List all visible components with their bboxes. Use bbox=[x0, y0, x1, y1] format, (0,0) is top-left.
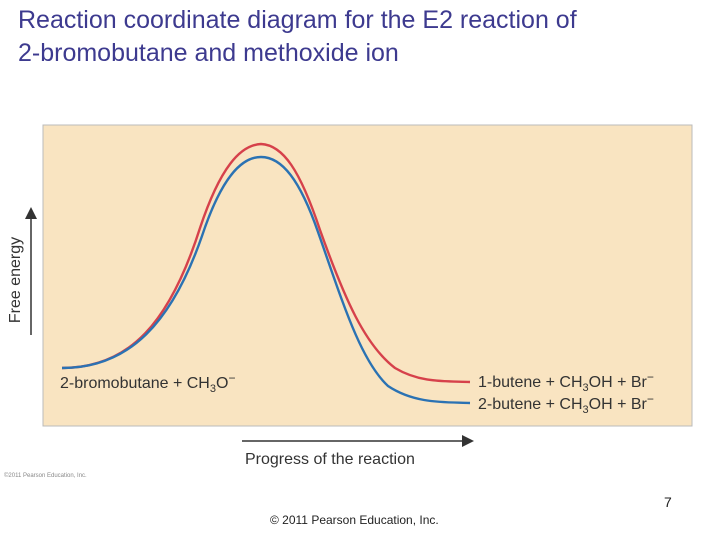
slide-title-line-1: Reaction coordinate diagram for the E2 r… bbox=[18, 6, 577, 34]
y-axis-label: Free energy bbox=[7, 237, 24, 323]
x-axis-label: Progress of the reaction bbox=[245, 451, 415, 468]
reactants-label: 2-bromobutane + CH3O− bbox=[60, 371, 235, 395]
diagram-panel bbox=[42, 124, 693, 427]
slide-title: Reaction coordinate diagram for the E2 r… bbox=[18, 4, 708, 70]
curve-1-butene bbox=[61, 142, 471, 384]
product-1-butene-label: 1-butene + CH3OH + Br− bbox=[478, 370, 654, 394]
curve-2-butene bbox=[61, 155, 471, 405]
page-number: 7 bbox=[664, 494, 672, 510]
footer-copyright: © 2011 Pearson Education, Inc. bbox=[270, 513, 439, 527]
figure-credit: ©2011 Pearson Education, Inc. bbox=[4, 472, 87, 479]
product-2-butene-label: 2-butene + CH3OH + Br− bbox=[478, 392, 654, 416]
slide-title-line-2: 2-bromobutane and methoxide ion bbox=[18, 39, 399, 67]
